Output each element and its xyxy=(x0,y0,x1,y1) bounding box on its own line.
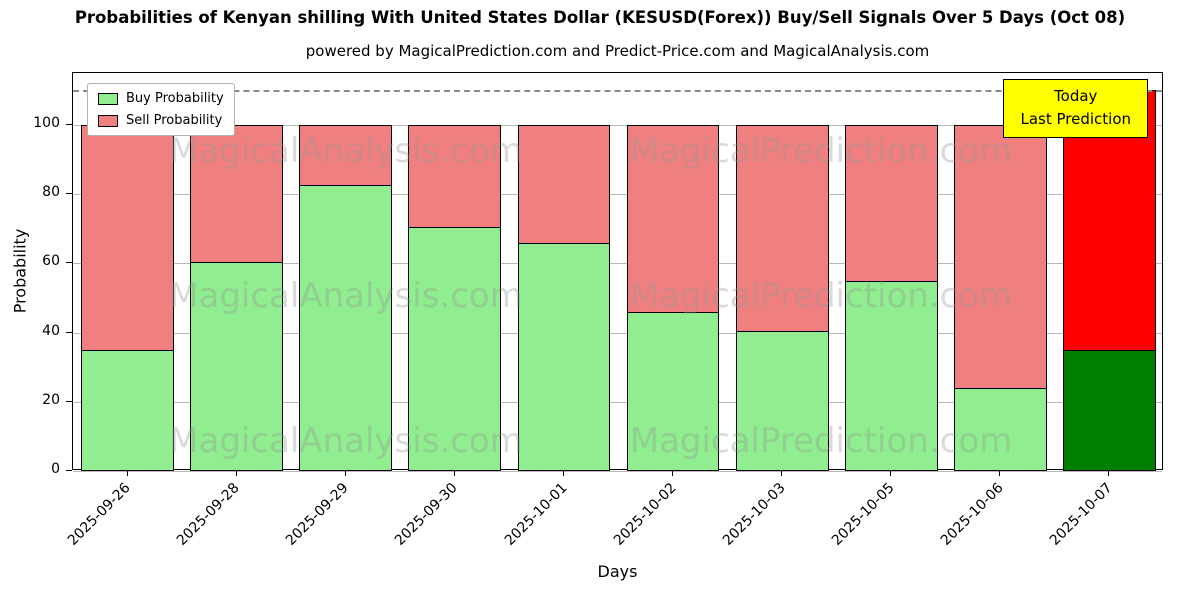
x-tickmark xyxy=(781,470,783,476)
y-tickmark xyxy=(66,193,72,195)
x-tickmark xyxy=(126,470,128,476)
today-annotation: Today Last Prediction xyxy=(1003,79,1148,138)
y-tickmark xyxy=(66,470,72,471)
bar-buy-2025-09-30 xyxy=(408,227,502,471)
gridline-40 xyxy=(73,332,1162,334)
x-tick-label: 2025-09-28 xyxy=(174,480,243,549)
y-tick-label: 80 xyxy=(42,184,60,201)
x-tick-label: 2025-09-29 xyxy=(283,480,353,549)
watermark-text: MagicalAnalysis.com xyxy=(169,421,523,461)
bar-sell-2025-10-01 xyxy=(517,124,611,244)
x-tick-label: 2025-10-07 xyxy=(1046,480,1116,549)
x-tick-label: 2025-10-05 xyxy=(828,480,898,549)
x-tickmark xyxy=(344,470,346,476)
x-tick-label: 2025-09-26 xyxy=(65,480,134,549)
y-axis-label: Probability xyxy=(10,228,30,314)
threshold-dashed-line xyxy=(73,90,1162,93)
bar-buy-2025-09-28 xyxy=(190,261,284,471)
y-tickmark xyxy=(66,400,72,402)
legend-label-sell: Sell Probability xyxy=(126,113,223,128)
gridline-100 xyxy=(73,124,1162,126)
y-tick-label: 40 xyxy=(42,322,60,339)
watermark-text: MagicalPrediction.com xyxy=(629,421,1013,461)
legend: Buy Probability Sell Probability xyxy=(87,83,235,136)
gridline-60 xyxy=(73,263,1162,265)
watermark-text: MagicalAnalysis.com xyxy=(169,131,523,171)
sell-probability-swatch xyxy=(98,114,118,127)
x-tickmark xyxy=(999,470,1001,476)
watermark-text: MagicalPrediction.com xyxy=(629,131,1013,171)
gridline-0 xyxy=(73,471,1162,472)
bar-buy-2025-10-01 xyxy=(517,242,611,471)
bar-buy-2025-10-05 xyxy=(844,280,938,471)
annotation-line1: Today xyxy=(1054,87,1098,105)
watermark-text: MagicalAnalysis.com xyxy=(169,276,523,316)
y-tickmark xyxy=(66,331,72,333)
bar-buy-2025-10-06 xyxy=(953,387,1047,471)
x-tickmark xyxy=(890,470,892,476)
bar-buy-2025-10-03 xyxy=(735,330,829,471)
bar-sell-2025-09-28 xyxy=(190,124,284,263)
legend-label-buy: Buy Probability xyxy=(126,91,224,106)
buy-probability-swatch xyxy=(98,92,118,105)
gridline-80 xyxy=(73,194,1162,196)
y-tick-label: 0 xyxy=(51,461,60,477)
x-tick-label: 2025-09-30 xyxy=(392,480,462,549)
legend-item-buy: Buy Probability xyxy=(98,91,224,106)
bar-buy-2025-10-07 xyxy=(1063,349,1156,471)
y-tick-label: 20 xyxy=(42,391,60,408)
gridline-20 xyxy=(73,401,1162,403)
x-tickmark xyxy=(235,470,237,476)
x-tick-label: 2025-10-02 xyxy=(610,480,680,549)
bar-sell-2025-10-02 xyxy=(626,124,720,313)
bar-sell-2025-09-30 xyxy=(408,124,502,228)
x-axis-label: Days xyxy=(597,562,638,581)
bar-sell-2025-10-03 xyxy=(735,124,829,332)
chart-title: Probabilities of Kenyan shilling With Un… xyxy=(74,8,1126,27)
x-tick-label: 2025-10-06 xyxy=(937,480,1007,549)
bar-sell-2025-10-06 xyxy=(953,124,1047,389)
x-tickmark xyxy=(1108,470,1110,476)
bar-buy-2025-10-02 xyxy=(626,311,720,471)
y-tickmark xyxy=(66,262,72,264)
bar-sell-2025-09-26 xyxy=(81,124,174,351)
x-tick-label: 2025-10-01 xyxy=(501,480,571,549)
x-tickmark xyxy=(672,470,674,476)
x-tickmark xyxy=(562,470,564,476)
x-tickmark xyxy=(453,470,455,476)
watermark-text: MagicalPrediction.com xyxy=(629,276,1013,316)
y-tickmark xyxy=(66,123,72,125)
legend-item-sell: Sell Probability xyxy=(98,113,224,128)
chart-subtitle: powered by MagicalPrediction.com and Pre… xyxy=(305,42,930,60)
bar-buy-2025-09-29 xyxy=(299,185,393,471)
y-tick-label: 100 xyxy=(33,114,60,131)
annotation-line2: Last Prediction xyxy=(1020,110,1131,129)
plot-area: MagicalAnalysis.com MagicalPrediction.com… xyxy=(72,72,1163,472)
bar-sell-2025-10-05 xyxy=(844,124,938,282)
y-tick-label: 60 xyxy=(42,253,60,270)
x-tick-label: 2025-10-03 xyxy=(719,480,789,549)
bar-buy-2025-09-26 xyxy=(81,349,174,471)
